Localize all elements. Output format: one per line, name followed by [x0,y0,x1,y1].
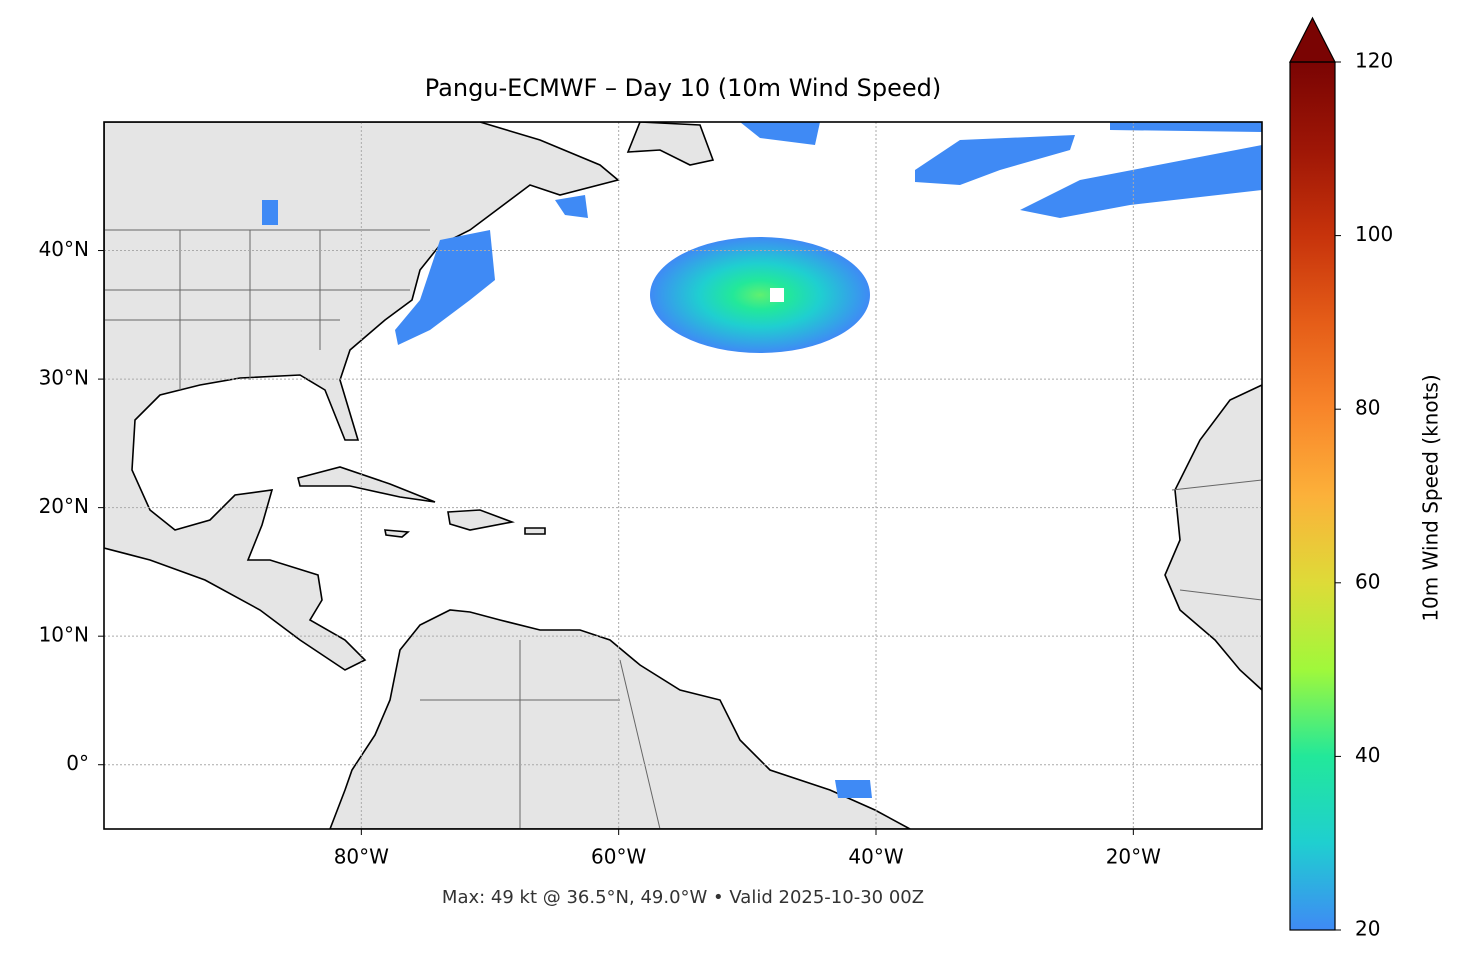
wind-field [262,122,1262,798]
colorbar-tick-label: 40 [1355,743,1380,767]
x-tick-label: 80°W [334,845,389,869]
chart-title: Pangu-ECMWF – Day 10 (10m Wind Speed) [425,74,941,102]
colorbar-tick-label: 100 [1355,222,1393,246]
x-tick-label: 60°W [591,845,646,869]
map [104,122,1262,829]
wind-cyclone [650,237,870,353]
y-tick-label: 10°N [39,623,89,647]
wind-north-1 [915,135,1075,185]
hispaniola [447,509,515,531]
x-tick-label: 20°W [1106,845,1161,869]
south-america [329,609,911,829]
y-tick-label: 20°N [39,494,89,518]
wind-north-4 [740,122,820,145]
wind-eye [770,288,784,302]
y-tick-label: 30°N [39,366,89,390]
puerto-rico [524,527,546,535]
colorbar-fill [1290,62,1335,930]
colorbar-frame [1289,61,1336,931]
colorbar-label: 10m Wind Speed (knots) [1419,374,1443,621]
borders [104,229,1262,829]
x-tick-label: 40°W [848,845,903,869]
colorbar-extend [1289,16,1336,63]
africa [1164,384,1262,692]
cuba [297,466,436,503]
colorbar-tick-label: 20 [1355,917,1380,941]
annotation: Max: 49 kt @ 36.5°N, 49.0°W • Valid 2025… [442,887,924,908]
colorbar-tick-label: 60 [1355,569,1380,593]
y-tick-label: 40°N [39,237,89,261]
wind-north-3 [1110,122,1262,132]
colorbar-tick-label: 120 [1355,49,1393,73]
y-tick-label: 0° [66,751,89,775]
north-america [104,122,620,671]
jamaica [384,529,411,538]
newfoundland [626,122,715,166]
wind-coastal [395,230,495,345]
colorbar: 20 40 60 80 100 120 10m Wind Speed (knots) [1289,16,1443,941]
wind-north-2 [1020,145,1262,218]
colorbar-tick-label: 80 [1355,396,1380,420]
grid [104,122,1262,829]
map-frame [103,121,1263,830]
